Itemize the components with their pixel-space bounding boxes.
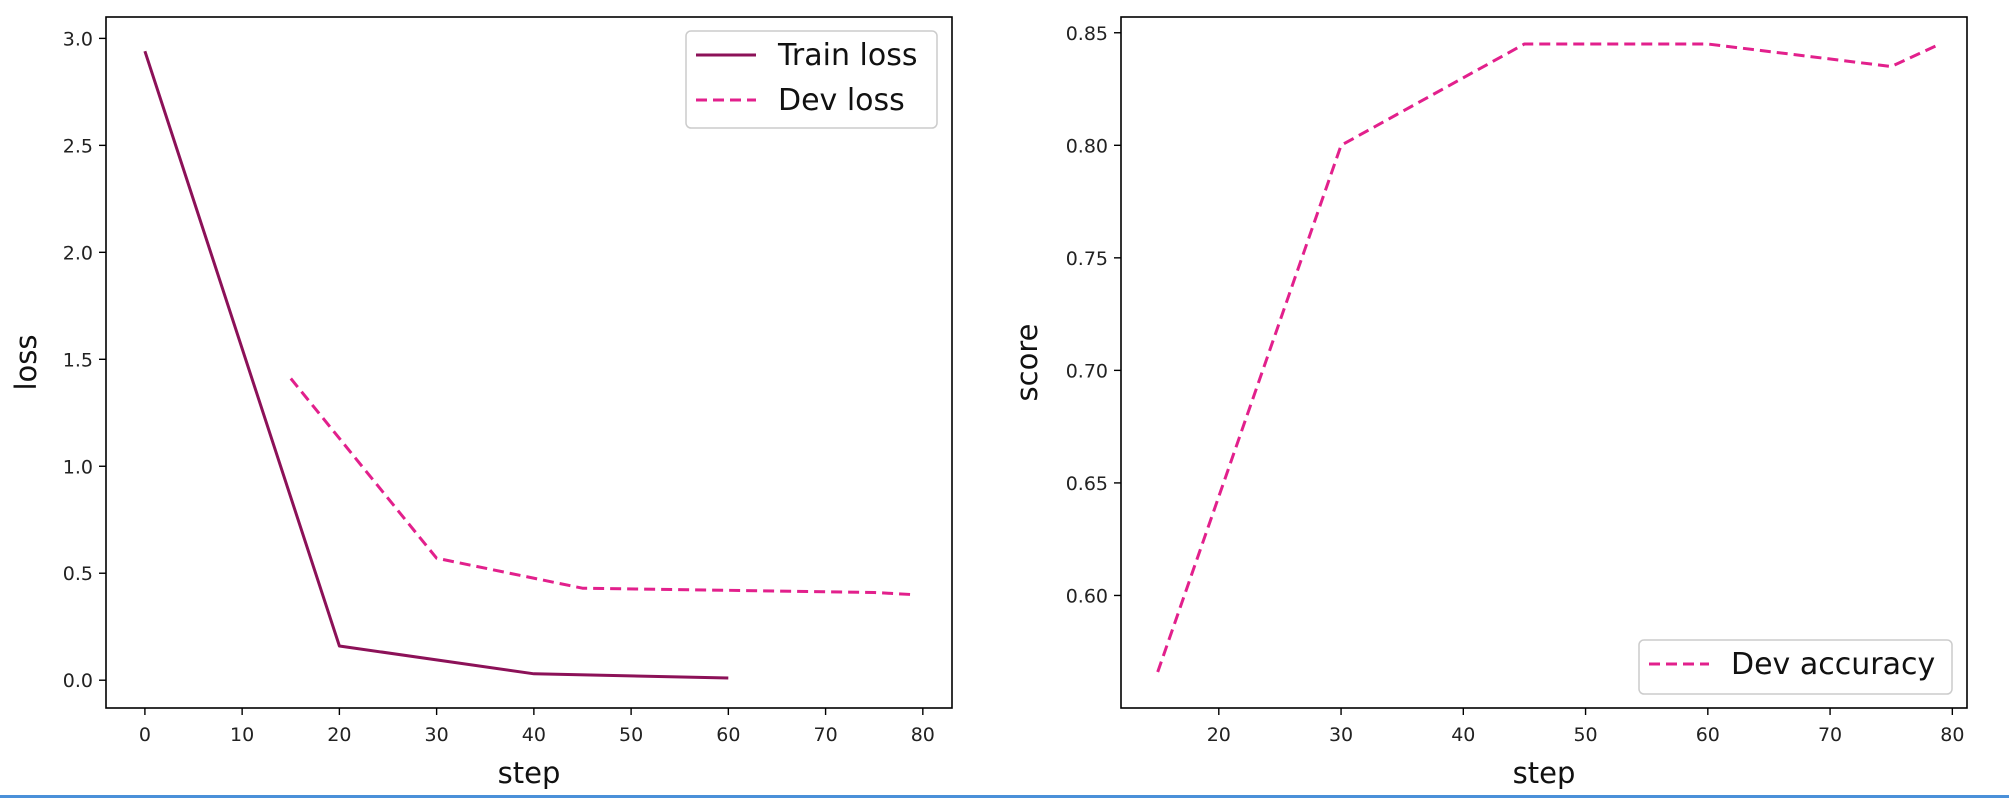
y-axis-label: loss [9,334,43,390]
y-axis-label: score [1010,324,1044,402]
y-tick-label: 1.5 [63,349,93,371]
y-tick-label: 0.0 [63,670,93,692]
x-tick-label: 20 [1207,724,1231,746]
plot-area-frame [105,16,953,709]
x-tick-label: 30 [425,724,449,746]
y-tick-label: 0.80 [1066,135,1108,157]
plot-area-frame [1120,16,1968,709]
series-line-dev-accuracy [1156,42,1941,673]
x-tick-label: 20 [327,724,351,746]
y-tick-label: 3.0 [63,28,93,50]
x-tick-label: 80 [911,724,935,746]
loss-chart: 0 10 20 30 40 50 60 70 80 0.0 0.5 1.0 1.5 2.0 2.5 3.0 st… [9,16,953,790]
legend-label: Dev accuracy [1731,647,1935,682]
x-tick-label: 10 [230,724,254,746]
x-tick-label: 0 [139,724,151,746]
x-tick-label: 50 [1573,724,1597,746]
window-bottom-edge [0,795,2009,805]
legend-label: Train loss [777,38,917,73]
y-tick-label: 0.65 [1066,473,1108,495]
y-tick-label: 2.5 [63,135,93,157]
y-tick-label: 0.60 [1066,585,1108,607]
y-tick-label: 2.0 [63,242,93,264]
x-tick-label: 60 [716,724,740,746]
y-tick-label: 0.70 [1066,360,1108,382]
x-tick-label: 50 [619,724,643,746]
legend-box [1638,639,1953,695]
y-tick-label: 1.0 [63,456,93,478]
series-line-train-loss [143,50,729,680]
series-line-dev-loss [289,377,914,597]
x-tick-label: 80 [1940,724,1964,746]
x-tick-label: 40 [1451,724,1475,746]
legend-label: Dev loss [778,83,905,118]
y-tick-label: 0.75 [1066,248,1108,270]
x-tick-label: 60 [1696,724,1720,746]
x-tick-label: 70 [1818,724,1842,746]
x-axis-label: step [1513,756,1576,790]
x-axis-label: step [498,756,561,790]
x-tick-label: 40 [522,724,546,746]
accuracy-chart: 20 30 40 50 60 70 80 0.60 0.65 0.70 0.75 0.80 0.85 st… [1010,16,1968,790]
x-tick-label: 70 [813,724,837,746]
y-tick-label: 0.85 [1066,23,1108,45]
x-tick-label: 30 [1329,724,1353,746]
legend: Dev accuracy [1638,639,1953,695]
legend: Train loss Dev loss [685,30,938,129]
y-tick-label: 0.5 [63,563,93,585]
